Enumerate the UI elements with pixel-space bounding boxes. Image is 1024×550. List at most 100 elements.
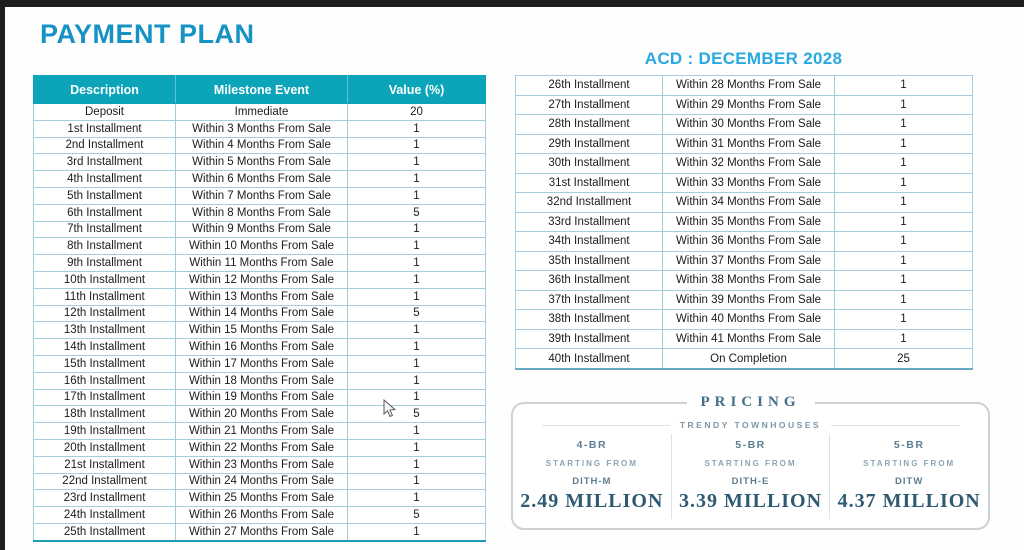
cell-description: 10th Installment xyxy=(33,270,176,289)
table-row: 40th Installment On Completion 25 xyxy=(515,348,973,371)
table-row: 14th Installment Within 16 Months From S… xyxy=(33,338,486,356)
cell-milestone: Within 41 Months From Sale xyxy=(662,328,835,350)
cell-value: 1 xyxy=(347,371,486,390)
cell-description: 32nd Installment xyxy=(515,192,663,213)
pricing-panel: PRICING TRENDY TOWNHOUSES 4-BR STARTING … xyxy=(511,394,990,530)
cell-description: 21st Installment xyxy=(33,455,176,474)
cell-value: 1 xyxy=(347,472,486,491)
cell-value: 1 xyxy=(834,75,973,96)
table-row: 4th Installment Within 6 Months From Sal… xyxy=(33,170,486,188)
bedroom-type: 5-BR xyxy=(735,439,766,451)
cell-description: Deposit xyxy=(33,103,176,121)
cell-value: 1 xyxy=(347,522,486,542)
cell-milestone: On Completion xyxy=(662,348,835,371)
payment-table-left: Description Milestone Event Value (%) De… xyxy=(33,75,486,542)
cell-description: 27th Installment xyxy=(515,94,663,116)
cell-milestone: Within 11 Months From Sale xyxy=(175,254,348,272)
table-row: 33rd Installment Within 35 Months From S… xyxy=(515,211,973,233)
cell-value: 1 xyxy=(834,153,973,174)
cell-description: 1st Installment xyxy=(33,119,176,138)
cell-description: 25th Installment xyxy=(33,522,176,542)
starting-from-label: STARTING FROM xyxy=(704,459,797,468)
cell-value: 1 xyxy=(834,114,973,135)
cell-milestone: Within 15 Months From Sale xyxy=(175,321,348,340)
table-row: 1st Installment Within 3 Months From Sal… xyxy=(33,119,486,138)
header-description: Description xyxy=(33,75,176,104)
cell-description: 5th Installment xyxy=(33,186,176,205)
cell-milestone: Within 19 Months From Sale xyxy=(175,388,348,407)
cell-milestone: Within 28 Months From Sale xyxy=(662,75,835,96)
cell-milestone: Within 20 Months From Sale xyxy=(175,405,348,424)
table-row: 18th Installment Within 20 Months From S… xyxy=(33,405,486,424)
pricing-subtitle-row: TRENDY TOWNHOUSES xyxy=(541,420,960,430)
table-row: 9th Installment Within 11 Months From Sa… xyxy=(33,254,486,272)
cell-milestone: Within 23 Months From Sale xyxy=(175,455,348,474)
cell-description: 6th Installment xyxy=(33,203,176,222)
table-row: 23rd Installment Within 25 Months From S… xyxy=(33,489,486,508)
cell-value: 1 xyxy=(834,250,973,272)
cell-value: 5 xyxy=(347,506,486,524)
table-row: Deposit Immediate 20 xyxy=(33,103,486,121)
page-title: PAYMENT PLAN xyxy=(40,19,255,49)
table-row: 24th Installment Within 26 Months From S… xyxy=(33,506,486,524)
cell-value: 1 xyxy=(347,287,486,306)
cell-description: 31st Installment xyxy=(515,172,663,194)
payment-table-right: 26th Installment Within 28 Months From S… xyxy=(515,75,973,371)
cell-description: 23rd Installment xyxy=(33,489,176,508)
cell-value: 1 xyxy=(347,321,486,340)
cell-value: 1 xyxy=(834,289,973,311)
cell-description: 24th Installment xyxy=(33,506,176,524)
cell-value: 1 xyxy=(347,186,486,205)
cell-description: 22nd Installment xyxy=(33,472,176,491)
cell-milestone: Within 29 Months From Sale xyxy=(662,94,835,116)
cell-milestone: Within 32 Months From Sale xyxy=(662,153,835,174)
pricing-columns: 4-BR STARTING FROM DITH-M 2.49 MILLION 5… xyxy=(513,434,988,519)
table-row: 25th Installment Within 27 Months From S… xyxy=(33,522,486,542)
cell-value: 1 xyxy=(347,438,486,457)
cell-description: 11th Installment xyxy=(33,287,176,306)
cell-milestone: Within 39 Months From Sale xyxy=(662,289,835,311)
table-row: 13th Installment Within 15 Months From S… xyxy=(33,321,486,340)
cell-description: 33rd Installment xyxy=(515,211,663,233)
pricing-title: PRICING xyxy=(686,394,815,411)
cell-description: 37th Installment xyxy=(515,289,663,311)
cell-description: 40th Installment xyxy=(515,348,663,371)
cell-milestone: Within 27 Months From Sale xyxy=(175,522,348,542)
cell-description: 2nd Installment xyxy=(33,136,176,155)
cell-milestone: Within 18 Months From Sale xyxy=(175,371,348,390)
unit-price: 2.49 MILLION xyxy=(520,490,664,512)
cell-milestone: Within 25 Months From Sale xyxy=(175,489,348,508)
cell-milestone: Within 10 Months From Sale xyxy=(175,237,348,256)
cell-description: 13th Installment xyxy=(33,321,176,340)
table-row: 10th Installment Within 12 Months From S… xyxy=(33,270,486,289)
cell-value: 20 xyxy=(347,103,486,121)
cell-description: 29th Installment xyxy=(515,133,663,155)
table-row: 34th Installment Within 36 Months From S… xyxy=(515,231,973,252)
cell-value: 5 xyxy=(347,405,486,424)
cell-milestone: Within 30 Months From Sale xyxy=(662,114,835,135)
cell-value: 1 xyxy=(347,455,486,474)
cell-value: 5 xyxy=(347,304,486,323)
table-row: 5th Installment Within 7 Months From Sal… xyxy=(33,186,486,205)
cell-milestone: Within 26 Months From Sale xyxy=(175,506,348,524)
cell-milestone: Immediate xyxy=(175,103,348,121)
unit-name: DITH-M xyxy=(572,476,612,487)
unit-name: DITW xyxy=(895,476,924,487)
table-row: 15th Installment Within 17 Months From S… xyxy=(33,354,486,373)
cell-milestone: Within 7 Months From Sale xyxy=(175,186,348,205)
cell-milestone: Within 38 Months From Sale xyxy=(662,270,835,291)
cell-description: 12th Installment xyxy=(33,304,176,323)
table-row: 6th Installment Within 8 Months From Sal… xyxy=(33,203,486,222)
cell-description: 35th Installment xyxy=(515,250,663,272)
divider-line-right xyxy=(831,424,960,426)
mouse-cursor-icon xyxy=(383,399,397,418)
cell-value: 1 xyxy=(834,192,973,213)
pricing-item: 5-BR STARTING FROM DITW 4.37 MILLION xyxy=(829,434,988,519)
unit-price: 4.37 MILLION xyxy=(837,490,981,512)
cell-value: 1 xyxy=(834,328,973,350)
cell-value: 1 xyxy=(347,170,486,188)
cell-description: 9th Installment xyxy=(33,254,176,272)
cell-value: 1 xyxy=(347,388,486,407)
table-row: 27th Installment Within 29 Months From S… xyxy=(515,94,973,116)
